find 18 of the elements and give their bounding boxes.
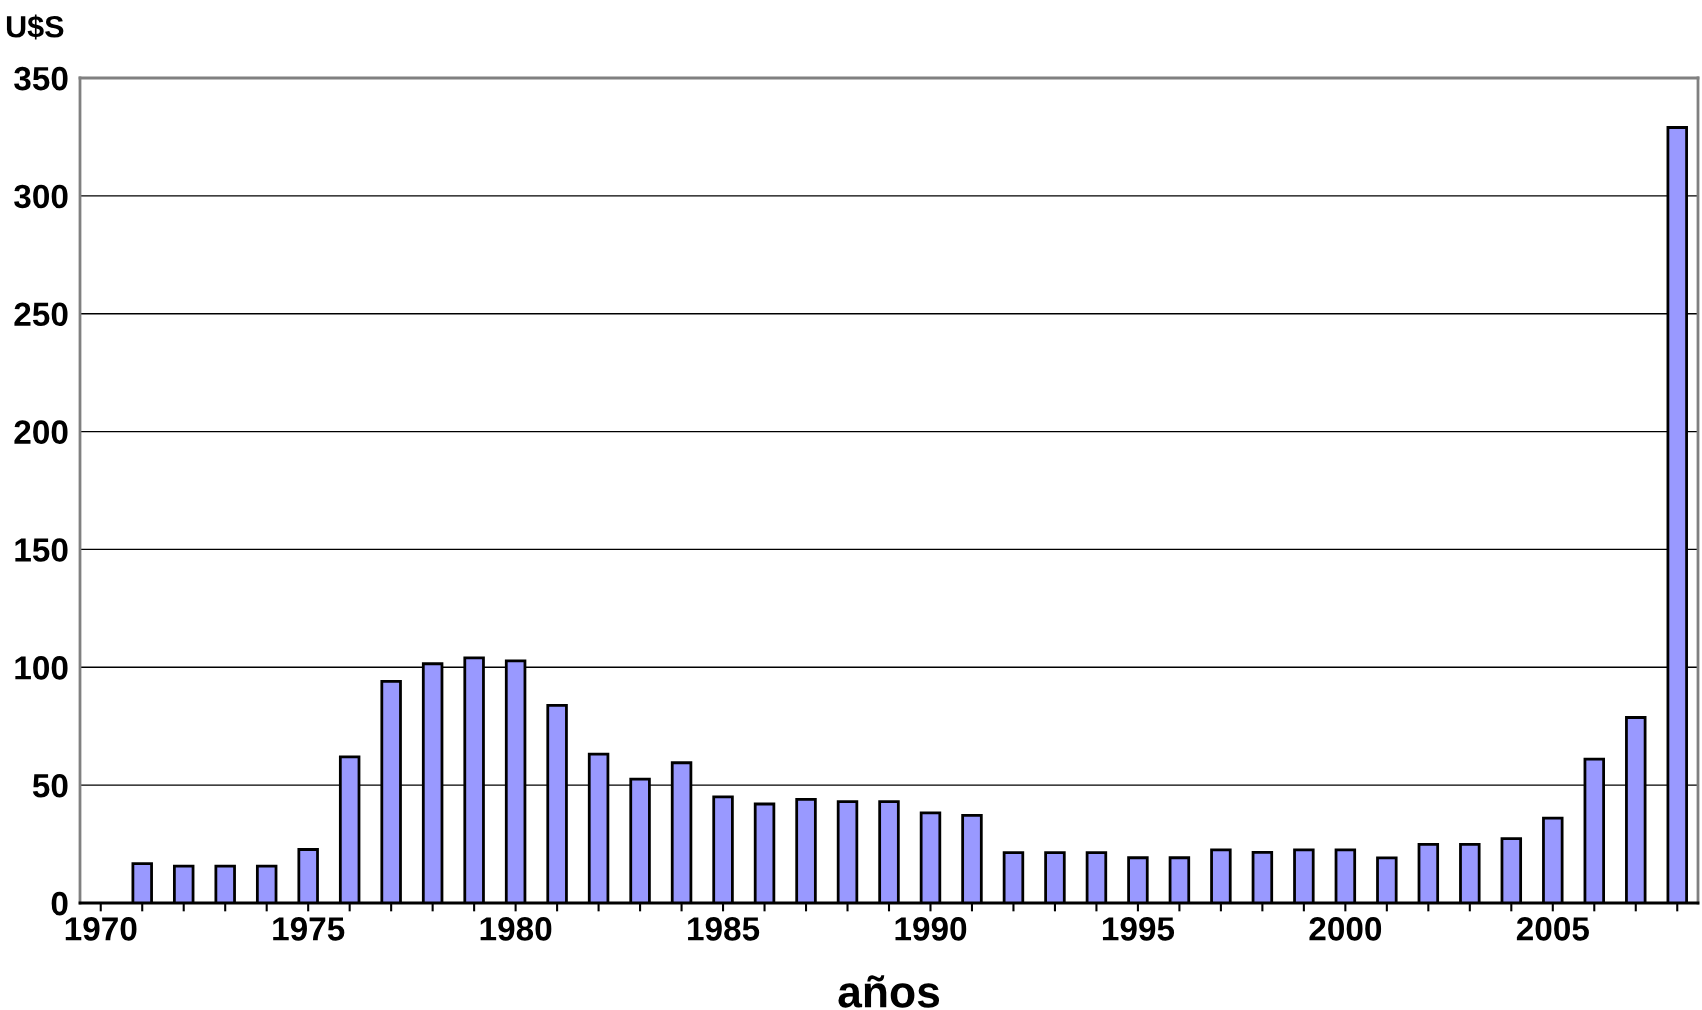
y-tick-label: 250 (14, 302, 68, 327)
x-axis-title: años (838, 975, 940, 1008)
x-tick-label: 1970 (65, 917, 137, 941)
y-tick-label: 50 (32, 773, 68, 798)
x-tick-label: 1995 (1102, 917, 1175, 941)
y-tick-label: 300 (14, 184, 68, 209)
x-tick-label: 2000 (1309, 917, 1382, 941)
y-tick-label: 200 (14, 420, 68, 444)
x-tick-label: 1980 (480, 917, 552, 941)
x-tick-label: 1985 (688, 917, 760, 941)
y-axis-title: U$S (6, 14, 64, 40)
y-tick-label: 150 (15, 538, 68, 562)
y-tick-label: 0 (51, 891, 68, 916)
y-tick-label: 100 (15, 656, 68, 680)
x-tick-label: 2005 (1516, 917, 1589, 941)
x-tick-label: 1975 (273, 917, 345, 941)
x-tick-label: 1990 (895, 917, 967, 941)
y-tick-label: 350 (14, 66, 68, 91)
